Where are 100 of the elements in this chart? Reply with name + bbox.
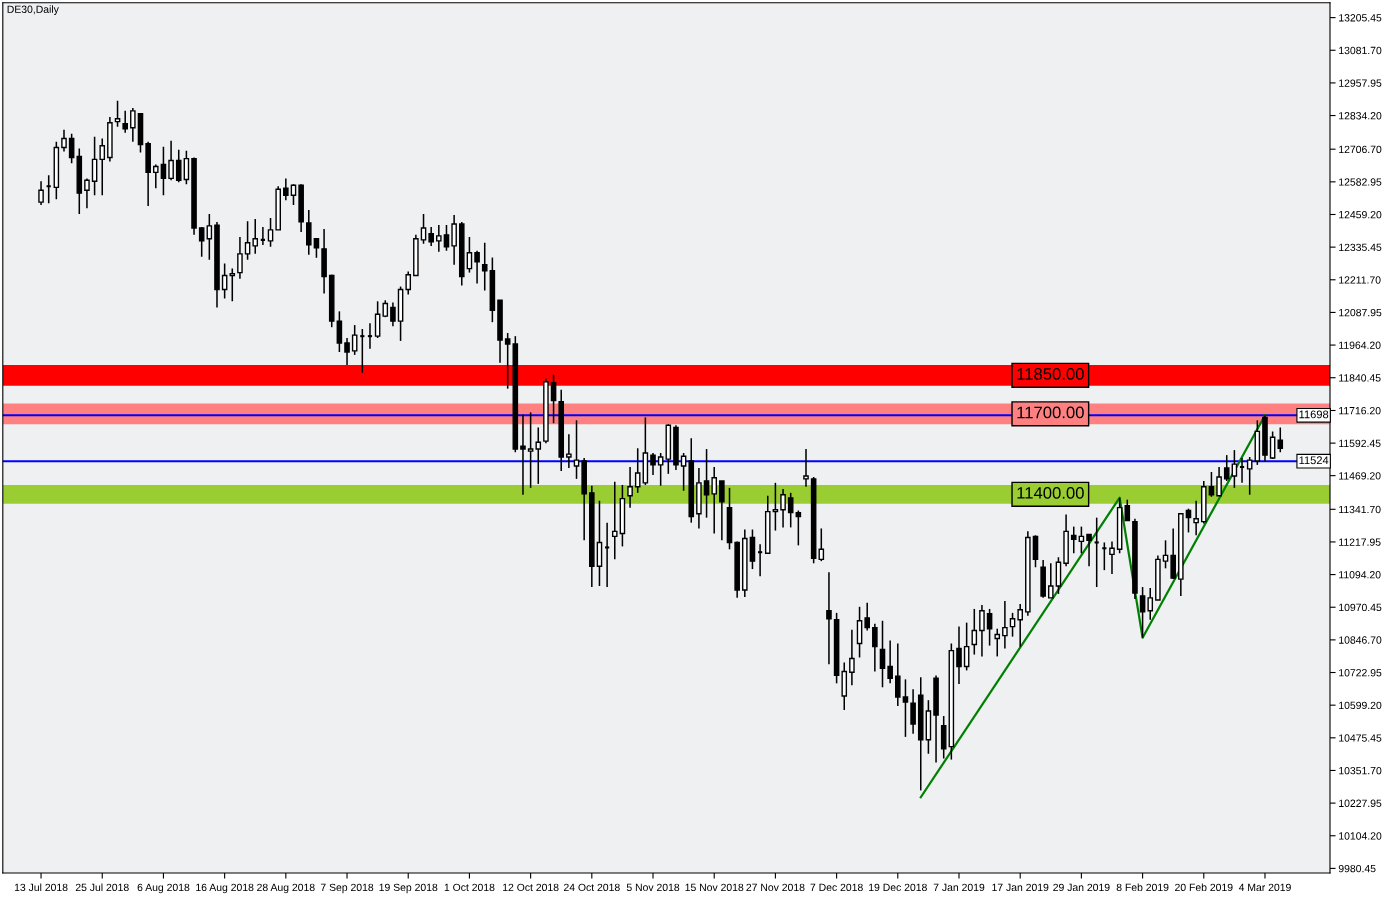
band-label: 11400.00 [1017,486,1084,499]
candlestick [1009,612,1016,638]
candlestick [351,324,358,356]
candlestick [336,310,343,353]
candlestick [344,337,350,366]
y-tick-label: 10970.45 [1339,603,1382,612]
band-label: 11700.00 [1017,406,1084,419]
candlestick [466,236,473,274]
x-tick-label: 4 Mar 2019 [1238,883,1291,892]
candlestick [566,433,572,469]
candlestick [803,448,809,488]
candlestick [703,448,710,519]
candlestick [1002,600,1008,650]
candlestick [1208,471,1215,498]
candlestick [390,301,396,327]
candlestick [550,373,557,424]
candlestick [596,500,603,587]
candlestick [772,482,779,532]
candlestick [650,452,656,476]
candlestick [175,148,182,184]
y-tick-label: 11716.20 [1339,406,1381,415]
y-tick-label: 11217.95 [1339,538,1381,546]
band-label: 11850.00 [1017,368,1084,380]
ref-line-label: 11698 [1299,410,1329,419]
y-tick-label: 12582.95 [1339,178,1382,186]
x-tick-label: 19 Sep 2018 [379,883,438,894]
candlestick [956,625,962,685]
chart-title: DE30,Daily [7,5,59,16]
y-tick-label: 10227.95 [1339,799,1382,807]
candlestick [436,224,442,253]
y-tick-label: 11469.20 [1339,472,1381,480]
candlestick [198,226,205,258]
candlestick [1032,534,1039,569]
y-tick-label: 12957.95 [1339,79,1382,87]
y-tick-label: 11840.45 [1339,374,1381,382]
candlestick [1139,586,1146,639]
x-tick-label: 12 Oct 2018 [503,883,559,892]
candlestick [657,452,664,487]
candlestick [1246,456,1253,496]
candlestick [91,135,98,197]
candlestick [1162,539,1169,570]
y-tick-label: 11094.20 [1339,571,1381,579]
candlestick [443,224,450,252]
y-tick-label: 12211.70 [1339,276,1381,284]
candlestick [1017,603,1023,648]
candlestick [856,606,863,659]
x-tick-label: 27 Nov 2018 [746,883,805,892]
candlestick [267,217,274,248]
candlestick [787,492,794,529]
x-tick-label: 8 Feb 2019 [1116,883,1169,892]
candlestick [1216,466,1222,497]
candlestick [849,629,855,686]
candlestick [872,622,878,673]
candlestick [634,447,641,494]
candlestick [749,528,756,570]
candlestick [114,100,121,128]
candlestick [780,488,786,529]
candlestick [1231,449,1238,489]
x-tick-label: 1 Oct 2018 [444,883,495,892]
candlestick [1193,500,1199,537]
candlestick [1124,498,1131,522]
candlestick [902,678,909,738]
candlestick [940,715,947,760]
candlestick [719,480,725,542]
candlestick [887,639,893,685]
y-tick-label: 10104.20 [1339,832,1382,840]
y-tick-label: 10599.20 [1339,701,1382,710]
y-tick-label: 13081.70 [1339,46,1382,55]
candlestick [1055,556,1062,595]
candlestick [428,226,434,247]
candlestick [451,214,457,266]
candlestick [474,249,480,285]
x-tick-label: 7 Jan 2019 [933,883,985,892]
candlestick [1147,587,1154,621]
x-tick-label: 13 Jul 2018 [14,883,68,892]
candlestick [183,149,190,185]
y-tick-label: 12087.95 [1339,308,1382,317]
y-tick-label: 12834.20 [1339,112,1382,120]
candlestick [963,621,970,672]
candlestick [152,163,159,189]
candlestick [61,129,67,153]
candlestick [168,139,174,182]
candlestick [252,218,259,255]
y-tick-label: 11964.20 [1339,341,1381,349]
x-tick-label: 7 Sep 2018 [320,883,374,894]
candlestick [1109,540,1115,575]
candlestick [573,419,580,480]
candlestick [1269,430,1276,460]
y-tick-label: 10351.70 [1339,766,1382,775]
candlestick [38,180,44,206]
x-tick-label: 16 Aug 2018 [196,883,254,894]
candlestick [994,627,1001,658]
candlestick [130,107,136,143]
candlestick [1047,562,1054,599]
x-tick-label: 20 Feb 2019 [1175,883,1233,892]
candlestick [229,267,236,303]
candlestick [481,241,488,292]
candlestick [405,270,412,296]
candlestick [711,466,718,535]
x-tick-label: 5 Nov 2018 [626,883,680,892]
